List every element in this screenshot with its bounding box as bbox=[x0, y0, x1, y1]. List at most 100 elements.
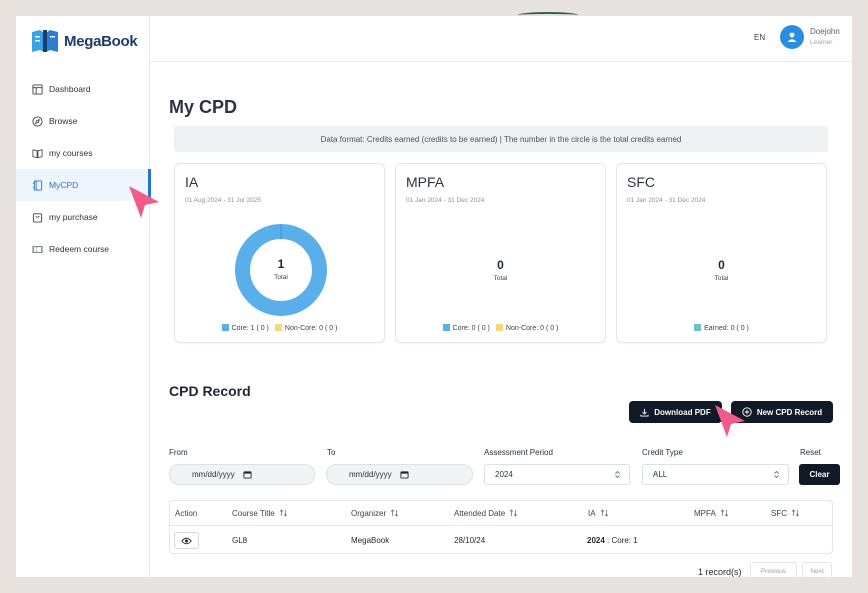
donut-total-value: 1 bbox=[277, 257, 285, 271]
sort-icon bbox=[600, 509, 608, 517]
sort-icon bbox=[720, 509, 729, 517]
sort-icon bbox=[390, 509, 399, 517]
column-header-mpfa[interactable]: MPFA bbox=[694, 501, 729, 525]
sidebar-item-label: Redeem course bbox=[49, 244, 110, 254]
notebook-icon bbox=[32, 179, 43, 191]
info-banner: Data format: Credits earned (credits to … bbox=[174, 126, 828, 152]
legend-core: Core: 1 ( 0 ) bbox=[221, 324, 269, 332]
next-page-button[interactable]: Next bbox=[802, 562, 832, 577]
logo-text: MegaBook bbox=[64, 32, 138, 50]
download-icon bbox=[640, 408, 649, 417]
eye-icon bbox=[181, 537, 192, 544]
column-header-attended-date[interactable]: Attended Date bbox=[454, 501, 518, 525]
cell-attended-date: 28/10/24 bbox=[454, 535, 486, 545]
to-label: To bbox=[327, 448, 336, 457]
to-date-input[interactable]: mm/dd/yyyy bbox=[326, 464, 473, 485]
sidebar-item-dashboard[interactable]: Dashboard bbox=[16, 73, 150, 105]
compass-icon bbox=[32, 115, 43, 127]
card-title: IA bbox=[185, 174, 199, 190]
layout-icon bbox=[32, 83, 43, 95]
sidebar-item-label: MyCPD bbox=[49, 180, 79, 190]
sidebar-nav: Dashboard Browse my courses MyCPD my pur… bbox=[16, 73, 151, 265]
card-total-label: Total bbox=[714, 275, 729, 282]
cell-ia-detail: : Core: 1 bbox=[604, 535, 638, 545]
cpd-card-sfc: SFC 01 Jan 2024 - 31 Dec 2024 0 Total Ea… bbox=[616, 163, 827, 343]
cell-ia-year: 2024 bbox=[587, 535, 605, 545]
sidebar-item-label: Dashboard bbox=[49, 84, 91, 94]
calendar-icon[interactable] bbox=[243, 470, 252, 479]
bag-icon bbox=[32, 212, 43, 223]
record-count: 1 record(s) bbox=[698, 567, 742, 577]
assessment-period-label: Assessment Period bbox=[484, 448, 553, 457]
new-cpd-record-button[interactable]: New CPD Record bbox=[731, 401, 833, 423]
column-header-organizer[interactable]: Organizer bbox=[351, 501, 399, 525]
cell-course-title: GL8 bbox=[232, 535, 248, 545]
pointer-cursor-icon bbox=[129, 186, 159, 218]
ticket-icon bbox=[32, 245, 43, 253]
column-header-ia[interactable]: IA bbox=[588, 501, 609, 525]
sort-icon bbox=[509, 509, 518, 517]
column-header-course-title[interactable]: Course Title bbox=[232, 501, 288, 525]
card-period: 01 Aug 2024 - 31 Jul 2025 bbox=[185, 197, 261, 204]
sort-icon bbox=[791, 509, 800, 517]
view-record-button[interactable] bbox=[174, 532, 199, 549]
cpd-card-ia: IA 01 Aug 2024 - 31 Jul 2025 1 Total Cor… bbox=[174, 163, 385, 343]
user-icon bbox=[787, 32, 797, 42]
sidebar-item-browse[interactable]: Browse bbox=[16, 105, 150, 137]
sidebar-item-label: Browse bbox=[49, 116, 78, 126]
plus-circle-icon bbox=[742, 407, 752, 417]
sidebar-item-mycpd[interactable]: MyCPD bbox=[16, 169, 151, 201]
previous-page-button[interactable]: Previous bbox=[750, 562, 797, 577]
top-bar: EN Doejohn Learner bbox=[150, 16, 852, 62]
book-open-icon bbox=[32, 148, 43, 158]
sidebar: MegaBook Dashboard Browse my courses MyC… bbox=[16, 16, 151, 577]
card-period: 01 Jan 2024 - 31 Dec 2024 bbox=[406, 197, 485, 204]
megabook-logo-icon bbox=[32, 30, 58, 52]
header-divider bbox=[170, 525, 832, 526]
calendar-icon[interactable] bbox=[400, 470, 409, 479]
download-pdf-button[interactable]: Download PDF bbox=[629, 401, 722, 423]
avatar[interactable] bbox=[780, 25, 804, 49]
credit-type-label: Credit Type bbox=[642, 448, 683, 457]
sidebar-item-my-courses[interactable]: my courses bbox=[16, 137, 150, 169]
user-role: Learner bbox=[810, 39, 833, 46]
from-label: From bbox=[169, 448, 188, 457]
card-total-label: Total bbox=[493, 275, 508, 282]
assessment-period-select[interactable]: 2024 bbox=[484, 464, 630, 485]
cpd-card-mpfa: MPFA 01 Jan 2024 - 31 Dec 2024 0 Total C… bbox=[395, 163, 606, 343]
legend-non-core: Non-Core: 0 ( 0 ) bbox=[495, 324, 558, 332]
decorative-arc bbox=[518, 12, 578, 18]
sidebar-item-my-purchase[interactable]: my purchase bbox=[16, 201, 150, 233]
card-title: MPFA bbox=[406, 174, 445, 190]
logo[interactable]: MegaBook bbox=[30, 28, 138, 54]
from-date-input[interactable]: mm/dd/yyyy bbox=[169, 464, 315, 485]
card-period: 01 Jan 2024 - 31 Dec 2024 bbox=[627, 197, 706, 204]
info-text: Data format: Credits earned (credits to … bbox=[320, 134, 682, 144]
language-switch[interactable]: EN bbox=[754, 33, 766, 42]
main-content: My CPD Data format: Credits earned (cred… bbox=[150, 62, 852, 577]
legend-core: Core: 0 ( 0 ) bbox=[442, 324, 490, 332]
column-header-sfc[interactable]: SFC bbox=[771, 501, 800, 525]
card-total-value: 0 bbox=[718, 258, 725, 272]
cell-organizer: MegaBook bbox=[351, 535, 390, 545]
card-total-value: 0 bbox=[497, 258, 504, 272]
sidebar-item-redeem-course[interactable]: Redeem course bbox=[16, 233, 150, 265]
donut-total-label: Total bbox=[274, 274, 288, 281]
credit-type-select[interactable]: ALL bbox=[642, 464, 789, 485]
clear-button[interactable]: Clear bbox=[799, 464, 840, 485]
legend-non-core: Non-Core: 0 ( 0 ) bbox=[274, 324, 337, 332]
sidebar-item-label: my purchase bbox=[49, 212, 98, 222]
pointer-cursor-icon bbox=[715, 405, 745, 437]
app-window: MegaBook Dashboard Browse my courses MyC… bbox=[16, 16, 852, 577]
chevron-updown-icon bbox=[774, 470, 779, 479]
page-title: My CPD bbox=[169, 97, 238, 117]
cell-ia: 2024 : Core: 1 bbox=[587, 526, 638, 554]
reset-label: Reset bbox=[800, 448, 821, 457]
card-title: SFC bbox=[627, 174, 655, 190]
column-header-action: Action bbox=[175, 508, 198, 518]
sidebar-item-label: my courses bbox=[49, 148, 93, 158]
card-legend: Earned: 0 ( 0 ) bbox=[617, 324, 826, 332]
donut-svg bbox=[235, 224, 327, 316]
cpd-record-table: Action Course Title Organizer Attended D… bbox=[169, 500, 833, 554]
card-legend: Core: 1 ( 0 ) Non-Core: 0 ( 0 ) bbox=[175, 324, 384, 332]
